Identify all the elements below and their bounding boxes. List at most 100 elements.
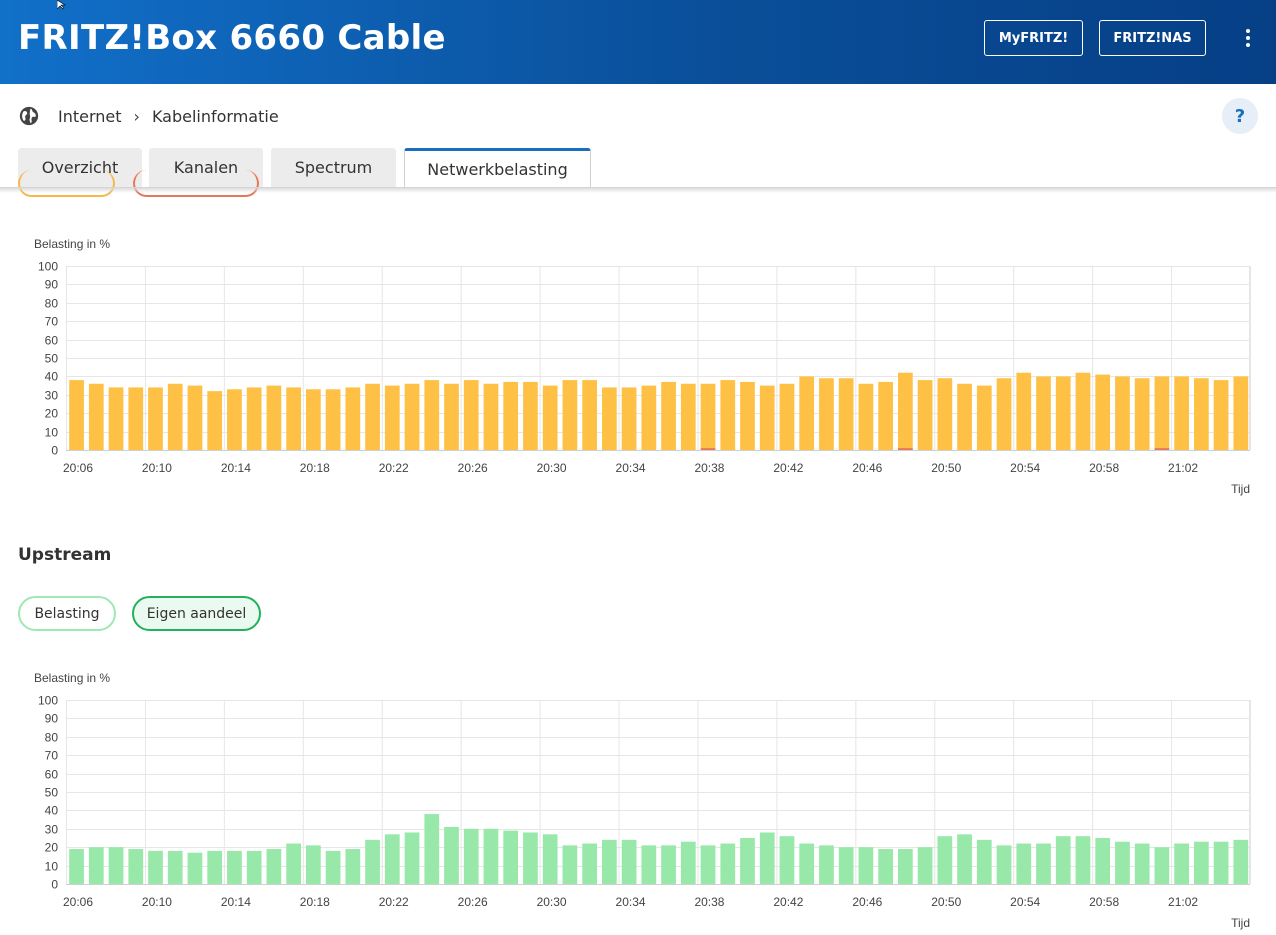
upstream-bar-s0-3	[128, 849, 144, 884]
upstream-y-tick-label: 30	[45, 823, 59, 837]
upstream-bar-s0-59	[1233, 839, 1249, 884]
downstream-chart: 0 10 20 30 40 50 60 70 80 90 100 20:06 20:10 20:14 20:…	[34, 237, 1251, 496]
fritznas-button[interactable]: FRITZ!NAS	[1099, 20, 1206, 56]
downstream-bar-s0-52	[1095, 374, 1111, 450]
downstream-x-tick-label: 21:02	[1168, 461, 1198, 475]
chevron-right-icon: ›	[133, 106, 140, 126]
downstream-x-tick-label: 20:06	[63, 461, 93, 475]
upstream-bar-s0-48	[1016, 843, 1032, 884]
upstream-bar-s0-31	[680, 841, 696, 884]
downstream-bar-s0-11	[286, 387, 301, 450]
upstream-y-tick-label: 10	[45, 860, 59, 874]
upstream-load-toggle[interactable]: Belasting	[18, 596, 116, 631]
downstream-bar-s0-34	[740, 381, 755, 450]
downstream-bar-s0-2	[108, 387, 124, 450]
upstream-x-tick-label: 20:38	[694, 895, 724, 909]
downstream-y-tick-label: 40	[45, 370, 59, 384]
upstream-bar-s0-4	[148, 850, 163, 884]
upstream-bar-s0-19	[444, 826, 459, 884]
more-options-icon[interactable]	[1236, 26, 1260, 50]
upstream-x-tick-label: 20:22	[379, 895, 409, 909]
downstream-bar-s1-55	[1154, 448, 1170, 450]
upstream-bar-s0-8	[227, 850, 242, 884]
upstream-bar-s0-25	[562, 845, 578, 884]
downstream-bar-s0-30	[661, 381, 676, 450]
downstream-bar-s0-47	[996, 378, 1012, 450]
upstream-bar-s0-34	[740, 838, 755, 884]
upstream-bar-s0-14	[345, 849, 361, 884]
upstream-bar-s0-0	[69, 849, 84, 884]
upstream-bar-s0-58	[1213, 841, 1229, 884]
upstream-bar-s0-27	[602, 839, 617, 884]
upstream-x-tick-label: 20:42	[773, 895, 803, 909]
upstream-bar-s0-56	[1174, 843, 1189, 884]
upstream-x-tick-label: 20:18	[300, 895, 330, 909]
upstream-x-tick-label: 20:06	[63, 895, 93, 909]
downstream-bar-s0-54	[1134, 378, 1150, 450]
downstream-bar-s0-23	[523, 381, 538, 450]
upstream-bar-s0-39	[838, 847, 854, 884]
downstream-bar-s0-14	[345, 387, 361, 450]
downstream-y-tick-label: 100	[38, 260, 58, 274]
downstream-bar-s0-1	[88, 383, 104, 450]
downstream-y-tick-label: 0	[51, 444, 58, 458]
upstream-bar-s0-30	[661, 845, 676, 884]
upstream-own-share-toggle[interactable]: Eigen aandeel	[132, 596, 261, 631]
page-title: FRITZ!Box 6660 Cable	[18, 18, 446, 58]
downstream-bar-s0-6	[187, 385, 203, 450]
tab-netwerkbelasting[interactable]: Netwerkbelasting	[404, 148, 591, 188]
upstream-y-tick-label: 90	[45, 712, 59, 726]
upstream-bar-s0-9	[246, 850, 262, 884]
upstream-y-tick-label: 0	[51, 878, 58, 892]
upstream-section-title: Upstream	[18, 545, 112, 565]
tab-spectrum[interactable]: Spectrum	[271, 148, 396, 187]
downstream-bar-s0-13	[325, 389, 341, 450]
downstream-bar-s0-17	[404, 383, 420, 450]
upstream-chart: 0 10 20 30 40 50 60 70 80 90 100 20:06 20:10 20:14 20:…	[34, 671, 1251, 930]
downstream-x-tick-label: 20:50	[931, 461, 961, 475]
upstream-bar-s0-38	[819, 845, 834, 884]
upstream-bar-s0-44	[937, 836, 953, 884]
downstream-bar-s0-58	[1213, 380, 1229, 450]
downstream-bar-s0-53	[1115, 376, 1130, 450]
upstream-y-tick-label: 40	[45, 804, 59, 818]
upstream-bar-s0-57	[1194, 841, 1209, 884]
tab-overzicht[interactable]: Overzicht	[18, 148, 142, 187]
downstream-bar-s0-26	[582, 380, 597, 450]
tab-kanalen[interactable]: Kanalen	[149, 148, 263, 187]
upstream-bar-s0-29	[641, 845, 657, 884]
downstream-y-tick-label: 20	[45, 407, 59, 421]
downstream-bar-s0-15	[365, 383, 380, 450]
upstream-bar-s0-17	[404, 832, 420, 884]
downstream-y-tick-label: 60	[45, 334, 59, 348]
downstream-bar-s0-3	[128, 387, 144, 450]
downstream-bar-s0-21	[483, 383, 499, 450]
upstream-bar-s0-36	[779, 836, 795, 884]
downstream-bar-s0-28	[621, 387, 637, 450]
downstream-bar-s0-24	[542, 385, 558, 450]
help-button[interactable]: ?	[1222, 98, 1258, 134]
downstream-bar-s0-33	[720, 380, 736, 450]
downstream-bar-s0-0	[69, 380, 84, 450]
downstream-x-tick-label: 20:14	[221, 461, 251, 475]
myfritz-button[interactable]: MyFRITZ!	[984, 20, 1083, 56]
globe-icon	[19, 106, 39, 126]
downstream-bar-s0-44	[937, 378, 953, 450]
upstream-bar-s0-23	[523, 832, 538, 884]
upstream-bar-s0-54	[1134, 843, 1150, 884]
downstream-load-toggle-partial[interactable]	[18, 170, 115, 197]
breadcrumb: Internet › Kabelinformatie	[18, 104, 279, 128]
downstream-bar-s0-27	[602, 387, 617, 450]
downstream-bar-s0-45	[957, 383, 972, 450]
downstream-bar-s0-4	[148, 387, 163, 450]
downstream-own-toggle-partial[interactable]	[133, 170, 259, 197]
upstream-y-tick-label: 80	[45, 731, 59, 745]
downstream-bar-s0-18	[424, 380, 440, 450]
upstream-bar-s0-40	[858, 847, 874, 884]
breadcrumb-item-internet[interactable]: Internet	[58, 106, 122, 126]
upstream-y-tick-label: 70	[45, 749, 59, 763]
downstream-bar-s1-42	[898, 448, 913, 450]
downstream-bar-s0-25	[562, 380, 578, 450]
upstream-bar-s0-15	[365, 839, 380, 884]
downstream-bar-s0-22	[503, 381, 519, 450]
